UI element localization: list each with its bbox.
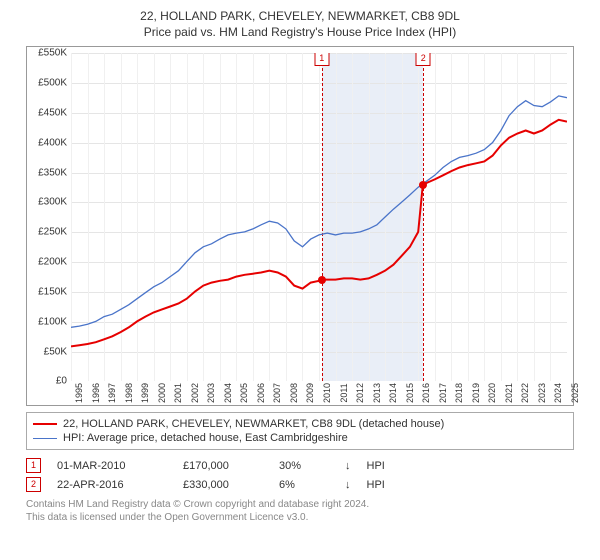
footer-line1: Contains HM Land Registry data © Crown c… [26,498,574,511]
title-line2: Price paid vs. HM Land Registry's House … [8,24,592,40]
chart: £0£50K£100K£150K£200K£250K£300K£350K£400… [26,46,574,406]
legend-label: 22, HOLLAND PARK, CHEVELEY, NEWMARKET, C… [63,418,444,430]
legend-swatch [33,423,57,425]
event-pct: 6% [279,479,329,491]
event-vs: HPI [367,460,385,472]
event-pct: 30% [279,460,329,472]
title-line1: 22, HOLLAND PARK, CHEVELEY, NEWMARKET, C… [8,8,592,24]
page: 22, HOLLAND PARK, CHEVELEY, NEWMARKET, C… [0,0,600,560]
plot-area: 12 [71,53,567,381]
chart-title: 22, HOLLAND PARK, CHEVELEY, NEWMARKET, C… [8,8,592,40]
event-tag: 1 [26,458,41,473]
legend-item: 22, HOLLAND PARK, CHEVELEY, NEWMARKET, C… [33,417,567,431]
legend-item: HPI: Average price, detached house, East… [33,431,567,445]
legend-label: HPI: Average price, detached house, East… [63,432,348,444]
legend-swatch [33,438,57,439]
footer-line2: This data is licensed under the Open Gov… [26,511,574,524]
footer: Contains HM Land Registry data © Crown c… [26,498,574,524]
arrow-down-icon: ↓ [345,479,351,491]
event-row: 1 01-MAR-2010 £170,000 30% ↓ HPI [26,456,574,475]
event-row: 2 22-APR-2016 £330,000 6% ↓ HPI [26,475,574,494]
event-price: £170,000 [183,460,263,472]
event-vs: HPI [367,479,385,491]
event-table: 1 01-MAR-2010 £170,000 30% ↓ HPI 2 22-AP… [26,456,574,494]
x-axis: 1995199619971998199920002001200220032004… [71,381,567,405]
legend: 22, HOLLAND PARK, CHEVELEY, NEWMARKET, C… [26,412,574,450]
y-axis: £0£50K£100K£150K£200K£250K£300K£350K£400… [27,53,71,381]
event-date: 22-APR-2016 [57,479,167,491]
event-date: 01-MAR-2010 [57,460,167,472]
arrow-down-icon: ↓ [345,460,351,472]
event-price: £330,000 [183,479,263,491]
event-tag: 2 [26,477,41,492]
